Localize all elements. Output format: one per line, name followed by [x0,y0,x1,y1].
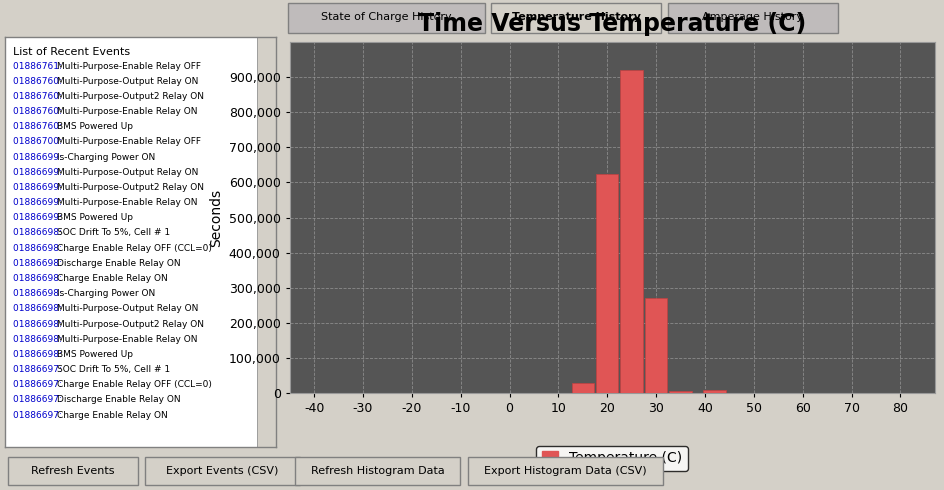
FancyBboxPatch shape [667,3,838,33]
Bar [703,391,726,393]
Bar [257,37,276,447]
Text: 01886698:: 01886698: [13,244,64,253]
Text: 01886698:: 01886698: [13,319,64,328]
Text: BMS Powered Up: BMS Powered Up [57,122,133,131]
Bar [645,298,667,393]
FancyBboxPatch shape [491,3,661,33]
Text: Multi-Purpose-Output Relay ON: Multi-Purpose-Output Relay ON [57,168,198,177]
Text: Multi-Purpose-Output2 Relay ON: Multi-Purpose-Output2 Relay ON [57,183,204,192]
Text: 01886760:: 01886760: [13,92,64,101]
Text: Discharge Enable Relay ON: Discharge Enable Relay ON [57,395,180,404]
Text: 01886697:: 01886697: [13,411,64,419]
Bar [620,70,643,393]
Text: Is-Charging Power ON: Is-Charging Power ON [57,152,155,162]
Text: Charge Enable Relay OFF (CCL=0): Charge Enable Relay OFF (CCL=0) [57,244,211,253]
FancyBboxPatch shape [145,457,300,485]
Text: 01886760:: 01886760: [13,77,64,86]
Bar [572,383,594,393]
Text: Multi-Purpose-Enable Relay OFF: Multi-Purpose-Enable Relay OFF [57,137,201,147]
Text: Multi-Purpose-Enable Relay OFF: Multi-Purpose-Enable Relay OFF [57,62,201,71]
Text: 01886699:: 01886699: [13,213,64,222]
Text: Is-Charging Power ON: Is-Charging Power ON [57,289,155,298]
Text: Temperature History: Temperature History [512,12,641,22]
Text: Export Histogram Data (CSV): Export Histogram Data (CSV) [484,466,647,476]
Text: 01886697:: 01886697: [13,380,64,389]
Text: Multi-Purpose-Enable Relay ON: Multi-Purpose-Enable Relay ON [57,335,197,343]
Text: 01886698:: 01886698: [13,289,64,298]
Text: 01886698:: 01886698: [13,228,64,238]
Text: 01886697:: 01886697: [13,395,64,404]
Text: 01886761:: 01886761: [13,62,64,71]
Text: State of Charge History: State of Charge History [321,12,452,22]
Text: Multi-Purpose-Output Relay ON: Multi-Purpose-Output Relay ON [57,304,198,313]
Text: 01886760:: 01886760: [13,122,64,131]
Text: 01886698:: 01886698: [13,335,64,343]
Bar [669,392,692,393]
Text: 01886697:: 01886697: [13,365,64,374]
Text: Refresh Histogram Data: Refresh Histogram Data [311,466,445,476]
Text: Refresh Events: Refresh Events [31,466,115,476]
Text: SOC Drift To 5%, Cell # 1: SOC Drift To 5%, Cell # 1 [57,365,170,374]
Text: 01886698:: 01886698: [13,350,64,359]
Text: BMS Powered Up: BMS Powered Up [57,350,133,359]
Text: 01886699:: 01886699: [13,152,64,162]
Text: Multi-Purpose-Enable Relay ON: Multi-Purpose-Enable Relay ON [57,107,197,116]
Text: 01886699:: 01886699: [13,198,64,207]
Text: Charge Enable Relay ON: Charge Enable Relay ON [57,274,167,283]
Y-axis label: Seconds: Seconds [210,189,223,246]
Text: BMS Powered Up: BMS Powered Up [57,213,133,222]
Bar [596,173,618,393]
Text: Charge Enable Relay ON: Charge Enable Relay ON [57,411,167,419]
Text: 01886699:: 01886699: [13,183,64,192]
Text: Multi-Purpose-Output2 Relay ON: Multi-Purpose-Output2 Relay ON [57,319,204,328]
Text: List of Recent Events: List of Recent Events [13,47,130,57]
Title: Time Versus Temperature (C): Time Versus Temperature (C) [418,12,806,36]
Text: Multi-Purpose-Enable Relay ON: Multi-Purpose-Enable Relay ON [57,198,197,207]
Text: 01886700:: 01886700: [13,137,64,147]
Text: 01886699:: 01886699: [13,168,64,177]
Text: SOC Drift To 5%, Cell # 1: SOC Drift To 5%, Cell # 1 [57,228,170,238]
Text: 01886698:: 01886698: [13,304,64,313]
Text: 01886698:: 01886698: [13,259,64,268]
Text: 01886698:: 01886698: [13,274,64,283]
Text: 01886760:: 01886760: [13,107,64,116]
FancyBboxPatch shape [468,457,663,485]
Text: Export Events (CSV): Export Events (CSV) [166,466,278,476]
FancyBboxPatch shape [288,3,484,33]
FancyBboxPatch shape [8,457,138,485]
Text: Multi-Purpose-Output Relay ON: Multi-Purpose-Output Relay ON [57,77,198,86]
Text: Amperage History: Amperage History [702,12,803,22]
Text: Charge Enable Relay OFF (CCL=0): Charge Enable Relay OFF (CCL=0) [57,380,211,389]
Text: Multi-Purpose-Output2 Relay ON: Multi-Purpose-Output2 Relay ON [57,92,204,101]
Legend: Temperature (C): Temperature (C) [536,446,688,471]
FancyBboxPatch shape [295,457,460,485]
Text: Discharge Enable Relay ON: Discharge Enable Relay ON [57,259,180,268]
